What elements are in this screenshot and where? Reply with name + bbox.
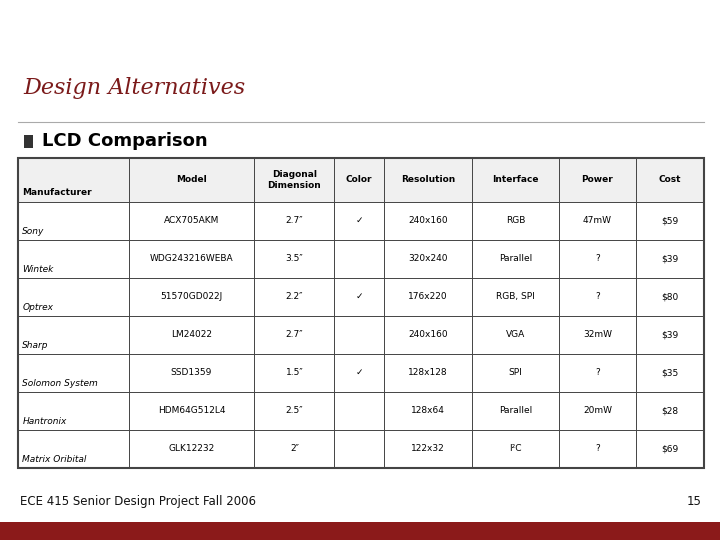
- Text: $80: $80: [661, 292, 678, 301]
- Text: 128x128: 128x128: [408, 368, 448, 377]
- Text: UMassAmherst: UMassAmherst: [16, 15, 252, 42]
- Text: 2.7″: 2.7″: [286, 217, 303, 225]
- Text: Sharp: Sharp: [22, 341, 49, 349]
- Text: SPI: SPI: [508, 368, 522, 377]
- Text: HDM64G512L4: HDM64G512L4: [158, 406, 225, 415]
- Text: 32mW: 32mW: [583, 330, 612, 339]
- Text: Model: Model: [176, 176, 207, 184]
- Text: I²C: I²C: [509, 444, 522, 453]
- Bar: [18, 430, 704, 468]
- Text: LCD Comparison: LCD Comparison: [42, 132, 207, 150]
- Text: $39: $39: [661, 254, 678, 264]
- Text: 2.7″: 2.7″: [286, 330, 303, 339]
- Text: Power: Power: [582, 176, 613, 184]
- Text: $39: $39: [661, 330, 678, 339]
- Text: Resolution: Resolution: [400, 176, 455, 184]
- Bar: [0, 522, 720, 540]
- Text: ✓: ✓: [356, 368, 363, 377]
- Text: Interface: Interface: [492, 176, 539, 184]
- Text: 15: 15: [687, 495, 702, 508]
- Text: VGA: VGA: [506, 330, 525, 339]
- Text: $35: $35: [661, 368, 678, 377]
- Text: RGB, SPI: RGB, SPI: [496, 292, 535, 301]
- Text: Matrix Oribital: Matrix Oribital: [22, 455, 86, 463]
- Bar: [18, 158, 704, 202]
- Text: ?: ?: [595, 292, 600, 301]
- Text: 122x32: 122x32: [411, 444, 445, 453]
- Text: 240x160: 240x160: [408, 330, 448, 339]
- Text: ✓: ✓: [356, 292, 363, 301]
- Text: ECE 415 Senior Design Project Fall 2006: ECE 415 Senior Design Project Fall 2006: [20, 495, 256, 508]
- Text: 2″: 2″: [290, 444, 299, 453]
- Text: $59: $59: [661, 217, 678, 225]
- Bar: [24, 135, 33, 147]
- Bar: [18, 158, 704, 468]
- Text: Optrex: Optrex: [22, 302, 53, 312]
- Text: Wintek: Wintek: [22, 265, 54, 274]
- Text: 3.5″: 3.5″: [286, 254, 303, 264]
- Text: Color: Color: [346, 176, 372, 184]
- Text: LM24022: LM24022: [171, 330, 212, 339]
- Text: 1.5″: 1.5″: [286, 368, 303, 377]
- Text: ?: ?: [595, 444, 600, 453]
- Text: Hantronix: Hantronix: [22, 416, 67, 426]
- Text: 320x240: 320x240: [408, 254, 448, 264]
- Text: Sony: Sony: [22, 227, 45, 235]
- Text: 47mW: 47mW: [583, 217, 612, 225]
- Text: GLK12232: GLK12232: [168, 444, 215, 453]
- Text: Cost: Cost: [659, 176, 681, 184]
- Bar: [18, 316, 704, 354]
- Text: ACX705AKM: ACX705AKM: [163, 217, 219, 225]
- Text: 2.5″: 2.5″: [286, 406, 303, 415]
- Text: 240x160: 240x160: [408, 217, 448, 225]
- Text: 51570GD022J: 51570GD022J: [161, 292, 222, 301]
- Text: ✓: ✓: [356, 217, 363, 225]
- Text: Manufacturer: Manufacturer: [22, 188, 92, 197]
- Text: WDG243216WEBA: WDG243216WEBA: [150, 254, 233, 264]
- Text: SSD1359: SSD1359: [171, 368, 212, 377]
- Text: Parallel: Parallel: [499, 254, 532, 264]
- Bar: [18, 240, 704, 278]
- Text: 128x64: 128x64: [411, 406, 445, 415]
- Text: Design Alternatives: Design Alternatives: [24, 77, 246, 99]
- Text: Diagonal
Dimension: Diagonal Dimension: [268, 170, 321, 190]
- Bar: [18, 202, 704, 240]
- Text: 2.2″: 2.2″: [286, 292, 303, 301]
- Bar: [18, 278, 704, 316]
- Text: Parallel: Parallel: [499, 406, 532, 415]
- Bar: [18, 392, 704, 430]
- Text: $69: $69: [661, 444, 678, 453]
- Text: ?: ?: [595, 254, 600, 264]
- Text: ?: ?: [595, 368, 600, 377]
- Text: Solomon System: Solomon System: [22, 379, 98, 388]
- Text: $28: $28: [661, 406, 678, 415]
- Bar: [18, 354, 704, 391]
- Text: 20mW: 20mW: [583, 406, 612, 415]
- Text: 176x220: 176x220: [408, 292, 448, 301]
- Text: RGB: RGB: [505, 217, 525, 225]
